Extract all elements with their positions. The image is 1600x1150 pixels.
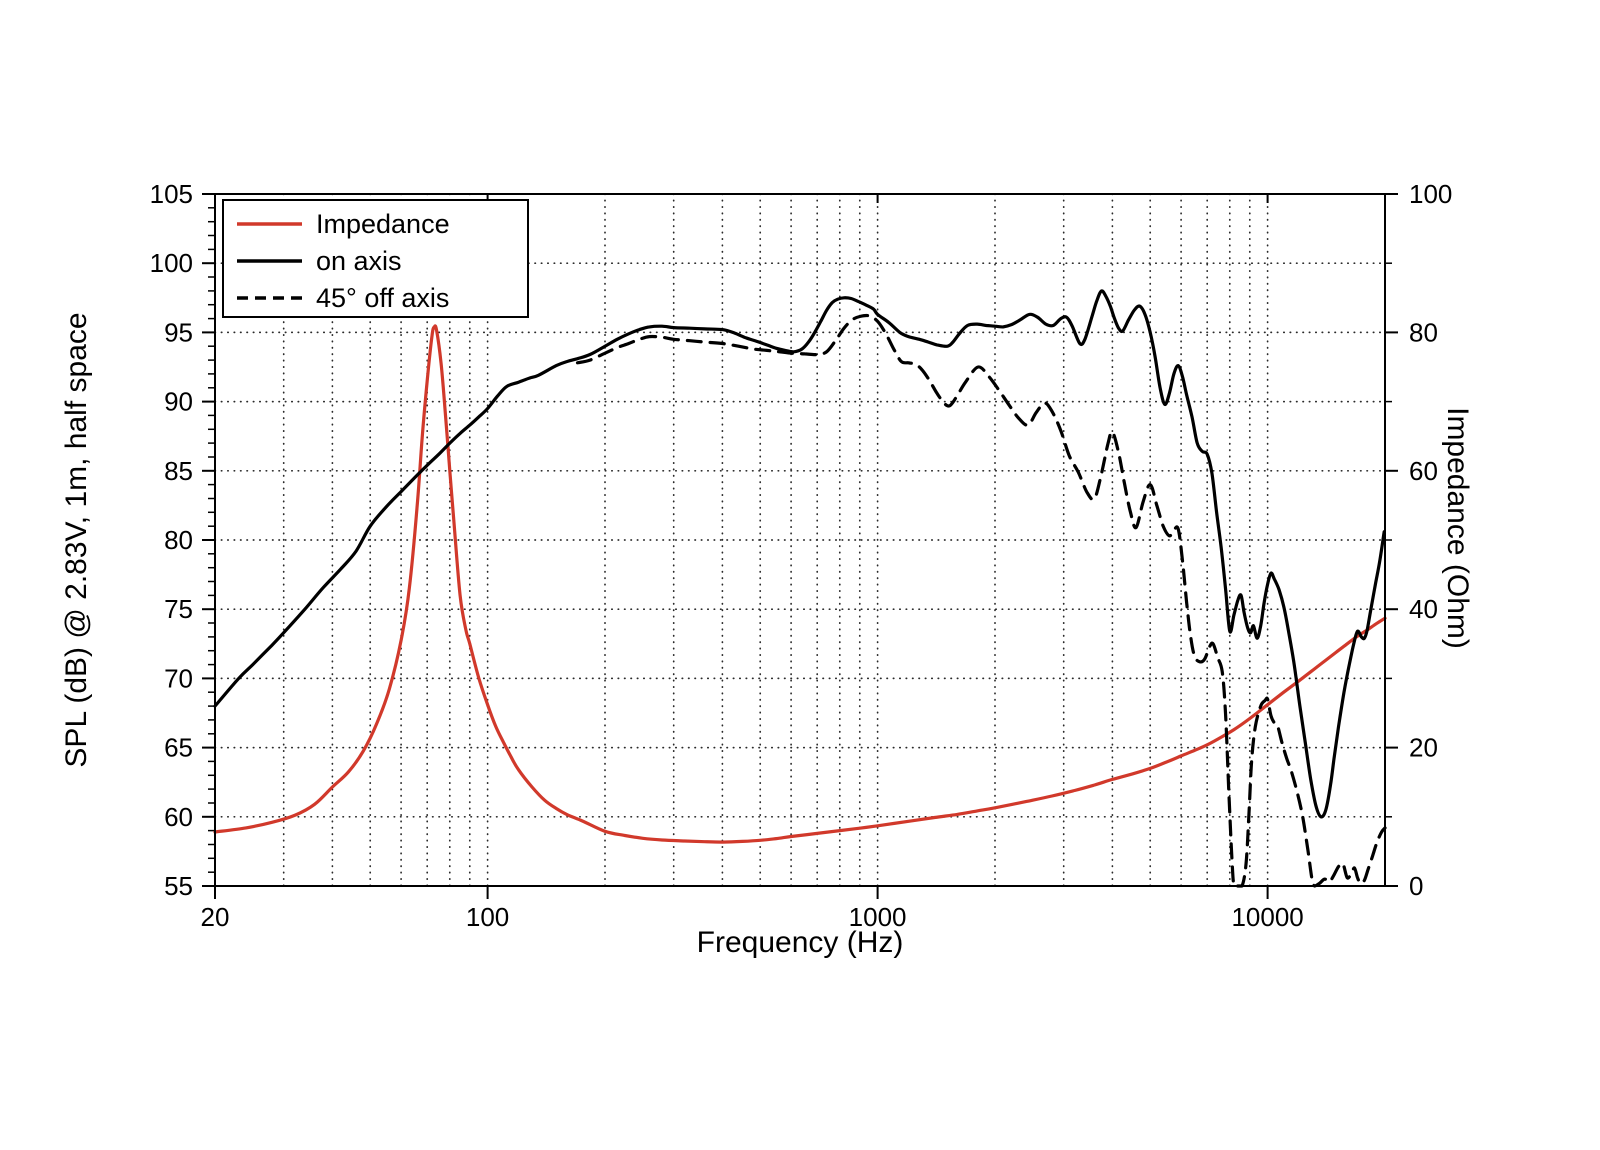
y-left-tick-label: 55 xyxy=(164,871,193,901)
y-right-tick-label: 20 xyxy=(1409,733,1438,763)
y-right-tick-label: 40 xyxy=(1409,594,1438,624)
y-left-tick-label: 95 xyxy=(164,317,193,347)
y-right-tick-label: 60 xyxy=(1409,456,1438,486)
y-right-axis-label: Impedance (Ohm) xyxy=(1441,407,1474,649)
x-tick-label: 10000 xyxy=(1231,902,1303,932)
y-left-axis-label: SPL (dB) @ 2.83V, 1m, half space xyxy=(60,312,93,767)
legend-label: Impedance xyxy=(316,209,450,239)
plot-border xyxy=(214,193,1386,887)
x-tick-label: 1000 xyxy=(849,902,907,932)
y-left-tick-label: 90 xyxy=(164,387,193,417)
x-tick-label: 20 xyxy=(201,902,230,932)
series-45-off-axis xyxy=(575,313,1387,888)
y-right-tick-label: 80 xyxy=(1409,317,1438,347)
series-on-axis xyxy=(213,289,1386,819)
legend-label: on axis xyxy=(316,246,402,276)
series-impedance xyxy=(213,324,1387,844)
y-left-tick-label: 70 xyxy=(164,663,193,693)
axis-tick-labels: 55 60 65 70 75 80 85 90 95 100 105 0 20 40 60 80 100 20 10… xyxy=(150,179,1453,932)
y-left-tick-label: 105 xyxy=(150,179,193,209)
legend-label: 45° off axis xyxy=(316,283,449,313)
y-right-tick-label: 0 xyxy=(1409,871,1423,901)
y-left-tick-label: 80 xyxy=(164,525,193,555)
y-left-tick-label: 75 xyxy=(164,594,193,624)
axis-ticks xyxy=(202,193,1398,899)
y-left-tick-label: 60 xyxy=(164,802,193,832)
legend: Impedance on axis 45° off axis xyxy=(222,199,529,318)
y-left-tick-label: 100 xyxy=(150,248,193,278)
x-axis-label: Frequency (Hz) xyxy=(697,926,904,959)
y-right-tick-label: 100 xyxy=(1409,179,1452,209)
x-tick-label: 100 xyxy=(466,902,509,932)
y-left-tick-label: 65 xyxy=(164,733,193,763)
y-left-tick-label: 85 xyxy=(164,456,193,486)
